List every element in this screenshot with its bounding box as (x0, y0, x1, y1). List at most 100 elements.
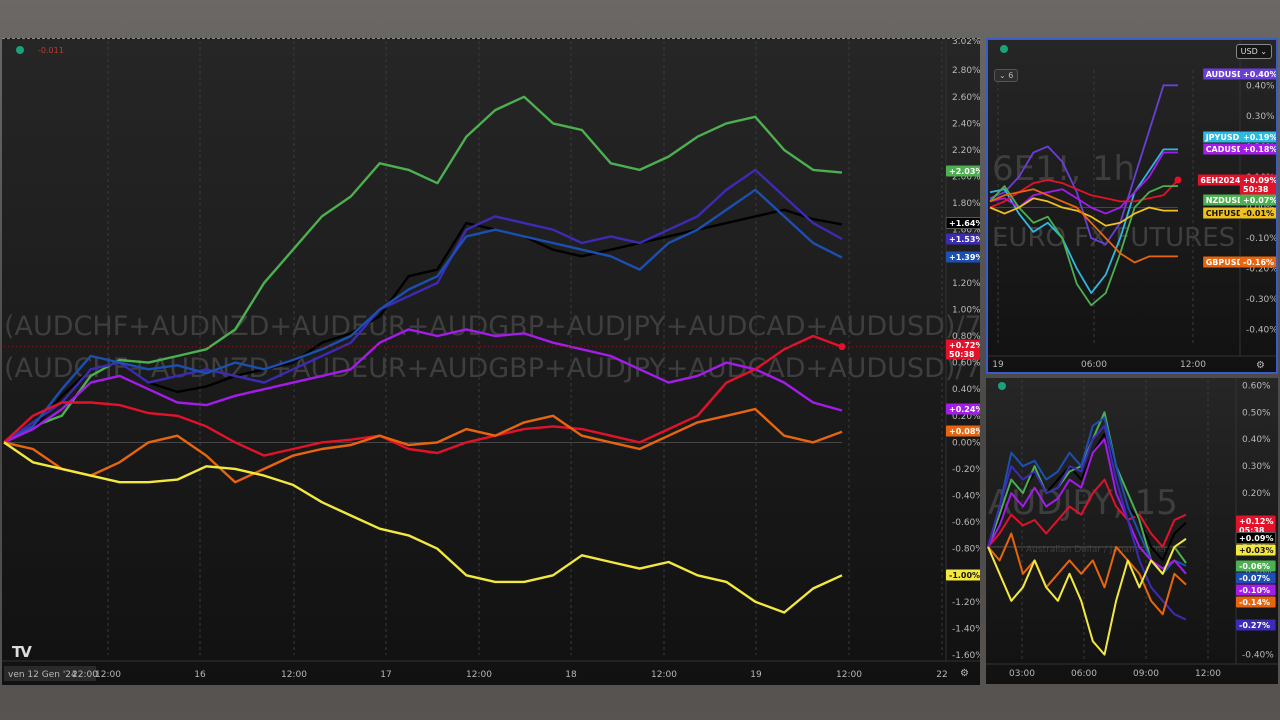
y-tick-label: -0.80% (952, 545, 980, 555)
currency-label: USD (1240, 47, 1258, 56)
legend-value-chfusd-bg (1240, 207, 1276, 219)
y-tick-label: -1.20% (952, 598, 980, 608)
price-tag-6-text: +0.08% (949, 427, 980, 436)
price-tag-1-bg (1235, 532, 1277, 544)
series-line-5 (3, 334, 843, 457)
price-tag-3-text: -0.06% (1239, 562, 1270, 571)
x-tick-label: 12:00 (651, 670, 677, 680)
legend-value-6eh2024-bg (1240, 174, 1276, 195)
x-tick-label: 17 (380, 670, 391, 680)
series-line-3 (3, 188, 843, 444)
y-tick-label: 0.40% (952, 385, 980, 395)
price-tag-3-text: +1.39% (949, 253, 980, 262)
price-tag-5-text: -0.10% (1239, 586, 1270, 595)
indicator-dot-icon (16, 46, 24, 54)
price-tag-0-bg (946, 165, 980, 177)
price-tag-7-bg (946, 569, 980, 581)
y-tick-label: 0.00% (952, 438, 980, 448)
y-tick-label: -0.40% (1242, 651, 1274, 661)
price-tag-2-bg (946, 233, 980, 245)
y-tick-label: -0.40% (1246, 326, 1276, 336)
legend-name-gbpusd: GBPUSD (1206, 258, 1244, 267)
price-tag-6-bg (946, 425, 980, 437)
y-tick-label: 0.40% (1246, 81, 1275, 91)
bottom-right-chart-panel[interactable]: AUDJPY, 15 Australian Dollar / Japanese Y… (986, 378, 1278, 684)
legend-value-gbpusd-bg (1240, 256, 1276, 268)
y-tick-label: 1.20% (952, 279, 980, 289)
series-line-7 (987, 537, 1187, 656)
legend-value-chfusd-text: -0.01% (1243, 209, 1274, 218)
y-tick-label: 2.00% (952, 173, 980, 183)
settings-gear-icon[interactable]: ⚙ (960, 668, 969, 679)
last-price-dot (838, 343, 846, 351)
indicator-dot-icon (1000, 45, 1008, 53)
price-tag-4-bg (1236, 572, 1276, 584)
y-tick-label: -1.40% (952, 624, 980, 634)
x-tick-label: 12:00 (1195, 669, 1221, 679)
y-tick-label: 1.60% (952, 226, 980, 236)
y-tick-label: -0.60% (952, 518, 980, 528)
price-tag-1-text: +1.64% (949, 219, 980, 228)
series-line-5 (987, 424, 1187, 621)
legend-value-audusd-bg (1240, 68, 1276, 80)
y-tick-label: -0.40% (952, 492, 980, 502)
series-line-jpyusd (989, 148, 1178, 295)
x-tick-label: 16 (194, 670, 206, 680)
price-tag-0-countdown: 05:38 (1239, 526, 1265, 535)
tradingview-logo: TV (12, 643, 32, 661)
currency-select-button[interactable]: USD ⌄ (1235, 44, 1272, 59)
legend-name-bg-2 (1203, 143, 1240, 155)
legend-value-audusd-text: +0.40% (1243, 70, 1276, 79)
legend-value-gbpusd-text: -0.16% (1243, 258, 1274, 267)
y-tick-label: 0.50% (1242, 408, 1271, 418)
series-line-gbpusd (989, 188, 1178, 264)
date-label: ven 12 Gen '24 (8, 670, 77, 680)
x-tick-label: 03:00 (1009, 669, 1035, 679)
price-tag-2-bg (1236, 544, 1276, 556)
price-tag-4-bg (946, 339, 980, 360)
y-tick-label: 0.30% (1242, 462, 1271, 472)
price-tag-2-text: +0.03% (1239, 546, 1273, 555)
y-tick-label: 3.02% (952, 39, 980, 47)
y-tick-label: 0.60% (1242, 381, 1271, 391)
legend-name-chfusd: CHFUSD (1206, 209, 1243, 218)
legend-value-cadusd-bg (1240, 143, 1276, 155)
main-chart-svg[interactable]: (AUDCHF+AUDNZD+AUDEUR+AUDGBP+AUDJPY+AUDC… (2, 39, 980, 685)
date-label-bg (4, 666, 96, 681)
last-price-dot (1174, 176, 1182, 184)
price-tag-5-text: +0.24% (949, 405, 980, 414)
legend-name-6eh2024: 6EH2024 (1200, 176, 1240, 185)
x-tick-label: 19 (992, 360, 1004, 370)
watermark-line1: 6E1!, 1h (992, 149, 1135, 189)
y-tick-label: 2.60% (952, 93, 980, 103)
price-tag-0-bg (1236, 515, 1276, 536)
settings-gear-icon[interactable]: ⚙ (1256, 360, 1265, 371)
legend-name-cadusd: CADUSD (1206, 145, 1244, 154)
y-tick-label: 0.20% (1242, 489, 1271, 499)
main-chart-panel[interactable]: (AUDCHF+AUDNZD+AUDEUR+AUDGBP+AUDJPY+AUDC… (2, 38, 980, 685)
collapse-indicators-button[interactable]: ⌄ 6 (994, 69, 1019, 82)
legend-name-bg-3 (1197, 174, 1240, 186)
price-tag-7-text: -0.27% (1239, 621, 1270, 630)
legend-name-bg-4 (1203, 194, 1240, 206)
indicator-count: 6 (1008, 71, 1014, 80)
chevron-down-icon: ⌄ (1260, 47, 1267, 56)
price-tag-0-text: +0.12% (1239, 517, 1273, 526)
x-tick-label: 06:00 (1071, 669, 1097, 679)
series-line-chfusd (989, 197, 1178, 227)
legend-name-nzdusd: NZDUSD (1206, 196, 1244, 205)
x-tick-label: 19 (750, 670, 762, 680)
x-tick-label: 09:00 (1133, 669, 1159, 679)
legend-name-bg-1 (1203, 131, 1240, 143)
legend-name-audusd: AUDUSD (1206, 70, 1244, 79)
legend-value-jpyusd-bg (1240, 131, 1276, 143)
price-tag-7-text: -1.00% (949, 571, 980, 580)
price-tag-6-bg (1236, 596, 1276, 608)
indicator-dot-icon (998, 382, 1006, 390)
bottom-right-chart-svg[interactable]: AUDJPY, 15 Australian Dollar / Japanese Y… (986, 378, 1278, 684)
y-tick-label: 2.20% (952, 146, 980, 156)
series-line-4 (3, 328, 843, 444)
